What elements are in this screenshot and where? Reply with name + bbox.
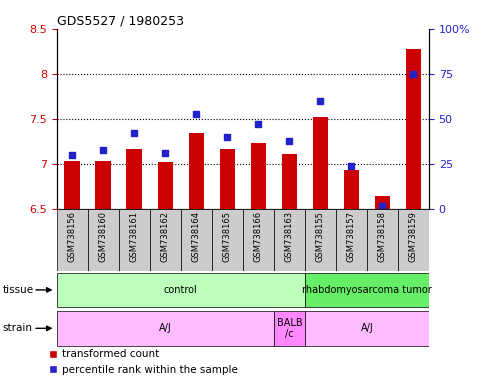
Point [348, 163, 355, 169]
Bar [305, 209, 336, 271]
Point [161, 150, 169, 156]
Bar [344, 170, 359, 209]
Point [410, 71, 418, 77]
Bar [274, 311, 305, 346]
Bar [88, 209, 119, 271]
Text: control: control [164, 285, 198, 295]
Bar [181, 209, 212, 271]
Bar [375, 196, 390, 209]
Text: GSM738160: GSM738160 [99, 211, 108, 262]
Bar [96, 161, 111, 209]
Text: strain: strain [2, 323, 33, 333]
Bar [313, 117, 328, 209]
Bar [398, 209, 429, 271]
Bar [127, 149, 142, 209]
Bar [65, 161, 80, 209]
Bar [119, 209, 150, 271]
Text: GSM738159: GSM738159 [409, 211, 418, 262]
Point [223, 134, 231, 140]
Bar [57, 311, 274, 346]
Text: rhabdomyosarcoma tumor: rhabdomyosarcoma tumor [302, 285, 432, 295]
Text: GSM738156: GSM738156 [68, 211, 77, 262]
Text: GSM738162: GSM738162 [161, 211, 170, 262]
Text: GDS5527 / 1980253: GDS5527 / 1980253 [57, 15, 184, 28]
Bar [212, 209, 243, 271]
Bar [188, 132, 204, 209]
Text: GSM738157: GSM738157 [347, 211, 356, 262]
Bar [367, 209, 398, 271]
Point [285, 137, 293, 144]
Text: GSM738155: GSM738155 [316, 211, 325, 262]
Point [99, 147, 107, 153]
Bar [274, 209, 305, 271]
Bar [157, 162, 173, 209]
Text: BALB
/c: BALB /c [277, 318, 302, 339]
Text: GSM738164: GSM738164 [192, 211, 201, 262]
Text: GSM738158: GSM738158 [378, 211, 387, 262]
Bar [150, 209, 181, 271]
Point [192, 111, 200, 117]
Bar [219, 149, 235, 209]
Bar [336, 209, 367, 271]
Text: tissue: tissue [2, 285, 34, 295]
Text: GSM738163: GSM738163 [285, 211, 294, 262]
Point [68, 152, 76, 158]
Text: GSM738161: GSM738161 [130, 211, 139, 262]
Bar [57, 209, 88, 271]
Text: GSM738166: GSM738166 [254, 211, 263, 262]
Bar [243, 209, 274, 271]
Bar [282, 154, 297, 209]
Point [379, 203, 387, 209]
Bar [406, 49, 421, 209]
Bar [305, 311, 429, 346]
Bar [305, 273, 429, 307]
Bar [250, 143, 266, 209]
Legend: transformed count, percentile rank within the sample: transformed count, percentile rank withi… [45, 345, 243, 379]
Bar [57, 273, 305, 307]
Text: GSM738165: GSM738165 [223, 211, 232, 262]
Text: A/J: A/J [159, 323, 172, 333]
Point [130, 131, 138, 137]
Point [317, 98, 324, 104]
Point [254, 121, 262, 127]
Text: A/J: A/J [360, 323, 373, 333]
